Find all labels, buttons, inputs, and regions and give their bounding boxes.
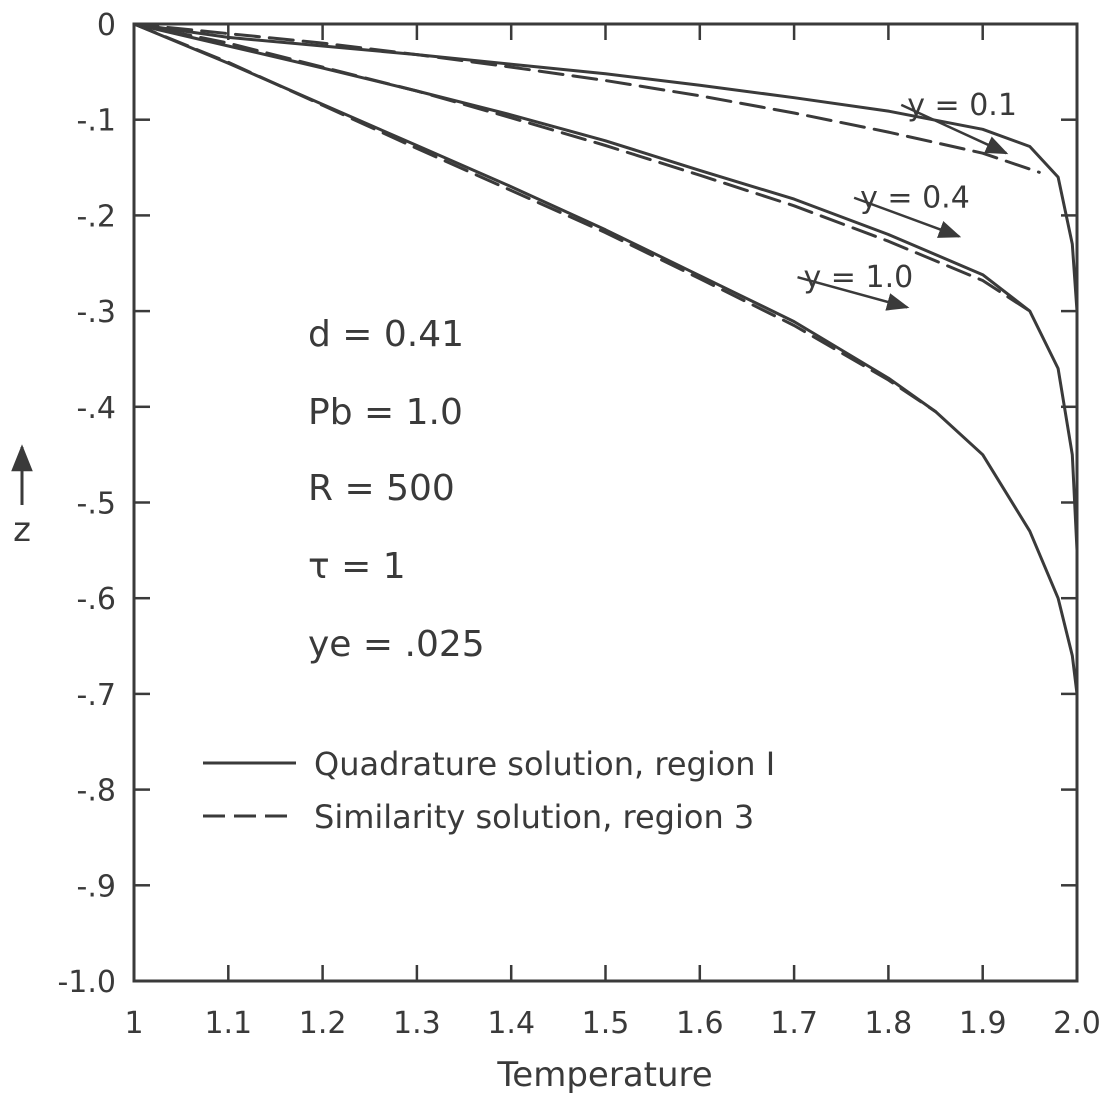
parameter-block: d = 0.41 Pb = 1.0 R = 500 τ = 1 ye = .02… [308, 314, 485, 665]
y-tick-label: -.6 [77, 582, 116, 617]
y-axis-label-group: z [11, 444, 33, 550]
y-tick-label: -.9 [77, 869, 116, 904]
x-tick-label: 1.9 [959, 1006, 1007, 1041]
x-tick-label: 1.4 [487, 1006, 535, 1041]
legend-dashed-label: Similarity solution, region 3 [314, 798, 754, 836]
param-r: R = 500 [308, 468, 455, 509]
param-pb: Pb = 1.0 [308, 392, 463, 433]
y-tick-label: -.4 [77, 391, 116, 426]
curve-label-arrow [853, 196, 962, 238]
y-tick-label: -.1 [77, 104, 116, 139]
param-tau: τ = 1 [308, 546, 406, 587]
y-tick-label: -.7 [77, 678, 116, 713]
param-ye: ye = .025 [308, 624, 485, 665]
series-y-0-1-dashed [132, 22, 1041, 174]
param-d: d = 0.41 [308, 314, 464, 355]
x-axis-label: Temperature [496, 1055, 712, 1095]
legend: Quadrature solution, region I Similarity… [203, 745, 775, 836]
ticks-layer: 1 1.1 1.2 1.3 1.4 1.5 1.6 1.7 1.8 1.9 2.0 0 -.1 -.2 -.… [57, 8, 1100, 1041]
curve-label-y-0-1: y = 0.1 [907, 88, 1017, 123]
series-y-0-1-solid [132, 22, 1079, 313]
x-tick-label: 1.2 [299, 1006, 347, 1041]
y-tick-label: -.5 [77, 487, 116, 522]
x-tick-label: 1.6 [676, 1006, 724, 1041]
x-tick-label: 1 [124, 1006, 143, 1041]
x-tick-label: 2.0 [1053, 1006, 1101, 1041]
curve-label-arrow [797, 275, 910, 311]
series-layer [132, 22, 1079, 696]
curve-label-y-1-0: y = 1.0 [804, 260, 914, 295]
curve-label-y-0-4: y = 0.4 [860, 181, 970, 216]
series-y-1-0-solid [132, 22, 1079, 696]
plot-frame [132, 22, 1079, 983]
y-tick-label: -.3 [77, 295, 116, 330]
x-tick-label: 1.5 [582, 1006, 630, 1041]
x-tick-label: 1.7 [770, 1006, 818, 1041]
y-axis-label: z [13, 510, 31, 550]
series-y-1-0-dashed [132, 22, 938, 414]
x-tick-label: 1.1 [204, 1006, 252, 1041]
labels-layer: y = 0.1 y = 0.4 y = 1.0 [797, 88, 1017, 311]
curve-label-arrow [900, 103, 1009, 155]
y-tick-label: -.2 [77, 199, 116, 234]
y-tick-label: -1.0 [57, 965, 116, 1000]
y-tick-label: 0 [97, 8, 116, 43]
x-tick-label: 1.3 [393, 1006, 441, 1041]
legend-solid-label: Quadrature solution, region I [314, 745, 775, 783]
series-y-0-4-dashed [132, 22, 1032, 313]
x-tick-label: 1.8 [865, 1006, 913, 1041]
y-tick-label: -.8 [77, 774, 116, 809]
